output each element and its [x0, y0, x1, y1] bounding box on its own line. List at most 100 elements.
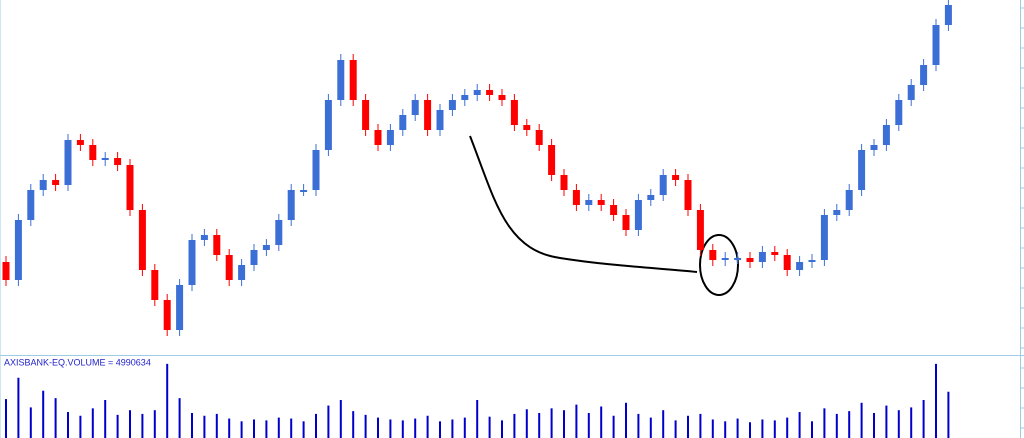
- candle-body: [907, 85, 915, 100]
- volume-bar: [724, 421, 727, 438]
- candle-body: [758, 252, 766, 262]
- candle-body: [362, 100, 370, 130]
- candle-body: [734, 258, 742, 260]
- candle-body: [771, 252, 779, 255]
- candle-body: [833, 210, 841, 215]
- volume-bar: [786, 417, 789, 438]
- volume-bar: [451, 419, 454, 438]
- volume-bar: [687, 415, 689, 438]
- volume-bar: [352, 411, 355, 438]
- candle-body: [374, 130, 382, 145]
- volume-bar: [364, 414, 367, 438]
- volume-bar: [42, 390, 45, 438]
- volume-bar: [315, 413, 317, 438]
- volume-bar: [178, 398, 181, 438]
- candle-body: [52, 180, 60, 185]
- candle-body: [448, 100, 456, 110]
- volume-bar: [625, 402, 627, 438]
- candle-body: [411, 100, 419, 115]
- candle-body: [709, 250, 717, 260]
- candle-body: [14, 220, 22, 280]
- candle-body: [473, 90, 481, 95]
- volume-bar: [649, 417, 652, 438]
- volume-bar: [401, 420, 404, 438]
- candle-body: [126, 165, 134, 210]
- candle-body: [597, 200, 605, 205]
- volume-bar: [910, 407, 913, 438]
- volume-bar: [587, 412, 590, 438]
- volume-bar: [873, 412, 875, 438]
- volume-bar: [736, 418, 739, 438]
- volume-bar: [265, 420, 268, 438]
- candle-body: [523, 125, 531, 130]
- candle-body: [870, 145, 878, 150]
- annotation-circle: [699, 234, 739, 296]
- volume-bar: [203, 415, 206, 438]
- candle-body: [213, 235, 221, 255]
- volume-bar: [439, 421, 441, 438]
- candle-body: [672, 175, 680, 180]
- candle-body: [225, 255, 233, 280]
- candle-body: [2, 262, 10, 280]
- volume-bar: [922, 400, 925, 438]
- candle-body: [845, 190, 853, 210]
- volume-bar: [166, 363, 169, 438]
- candle-body: [349, 60, 357, 100]
- candle-body: [895, 100, 903, 125]
- volume-label: AXISBANK-EQ.VOLUME = 4990634: [4, 357, 151, 367]
- volume-bar: [563, 410, 565, 438]
- candle-body: [324, 100, 332, 150]
- volume-bar: [513, 413, 516, 438]
- candle-body: [312, 150, 320, 190]
- candle-body: [399, 115, 407, 130]
- candle-body: [27, 190, 35, 220]
- volume-bar: [79, 415, 82, 438]
- volume-bar: [129, 410, 131, 438]
- volume-bar: [501, 420, 503, 438]
- volume-bar: [339, 400, 342, 438]
- volume-bar: [240, 421, 243, 438]
- candle-body: [138, 210, 146, 270]
- candle-body: [647, 195, 655, 200]
- candle-body: [337, 60, 345, 100]
- volume-bar: [414, 418, 417, 438]
- volume-bar: [67, 412, 69, 438]
- volume-bar: [600, 406, 603, 438]
- candle-body: [560, 175, 568, 190]
- volume-bar: [885, 405, 888, 438]
- volume-bar: [377, 417, 379, 438]
- candle-body: [944, 5, 952, 25]
- volume-bar: [935, 363, 937, 438]
- candle-body: [163, 300, 171, 330]
- candle-body: [386, 130, 394, 145]
- candle-body: [176, 285, 184, 330]
- axis-ticks: [1020, 7, 1024, 429]
- candle-body: [535, 130, 543, 145]
- volume-bar: [538, 412, 541, 438]
- volume-bar: [823, 408, 826, 438]
- volume-bar: [54, 398, 57, 438]
- volume-bar: [104, 400, 107, 438]
- volume-bar: [29, 407, 32, 438]
- candle-body: [275, 220, 283, 245]
- candle-body: [932, 25, 940, 65]
- volume-bar: [476, 400, 479, 438]
- volume-bar: [947, 391, 950, 438]
- candle-body: [696, 210, 704, 250]
- volume-bar: [302, 421, 305, 438]
- volume-bar: [761, 419, 764, 438]
- volume-bar: [141, 413, 144, 438]
- volume-bar: [897, 410, 900, 438]
- candle-body: [424, 100, 432, 130]
- candle-body: [486, 90, 494, 95]
- volume-bar: [699, 413, 702, 438]
- candle-body: [548, 145, 556, 175]
- volume-bar: [711, 419, 714, 438]
- candle-body: [820, 215, 828, 260]
- volume-bar: [463, 417, 466, 438]
- candle-body: [76, 140, 84, 145]
- candle-body: [188, 240, 196, 285]
- candle-body: [39, 180, 47, 190]
